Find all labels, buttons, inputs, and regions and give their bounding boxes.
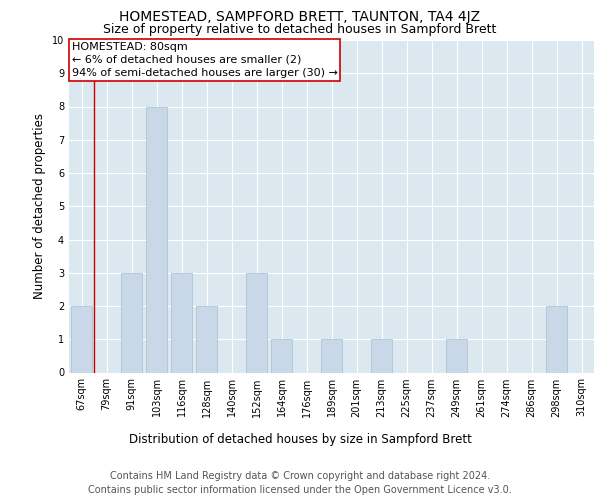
Bar <box>246 273 267 372</box>
Bar <box>371 339 392 372</box>
Y-axis label: Number of detached properties: Number of detached properties <box>34 114 46 299</box>
Text: Size of property relative to detached houses in Sampford Brett: Size of property relative to detached ho… <box>103 22 497 36</box>
Text: Contains public sector information licensed under the Open Government Licence v3: Contains public sector information licen… <box>88 485 512 495</box>
Bar <box>196 306 217 372</box>
Text: HOMESTEAD: 80sqm
← 6% of detached houses are smaller (2)
94% of semi-detached ho: HOMESTEAD: 80sqm ← 6% of detached houses… <box>71 42 337 78</box>
Bar <box>121 273 142 372</box>
Bar <box>71 306 92 372</box>
Text: Contains HM Land Registry data © Crown copyright and database right 2024.: Contains HM Land Registry data © Crown c… <box>110 471 490 481</box>
Bar <box>146 106 167 372</box>
Bar <box>321 339 342 372</box>
Bar <box>271 339 292 372</box>
Bar <box>546 306 567 372</box>
Text: Distribution of detached houses by size in Sampford Brett: Distribution of detached houses by size … <box>128 432 472 446</box>
Text: HOMESTEAD, SAMPFORD BRETT, TAUNTON, TA4 4JZ: HOMESTEAD, SAMPFORD BRETT, TAUNTON, TA4 … <box>119 10 481 24</box>
Bar <box>446 339 467 372</box>
Bar <box>171 273 192 372</box>
